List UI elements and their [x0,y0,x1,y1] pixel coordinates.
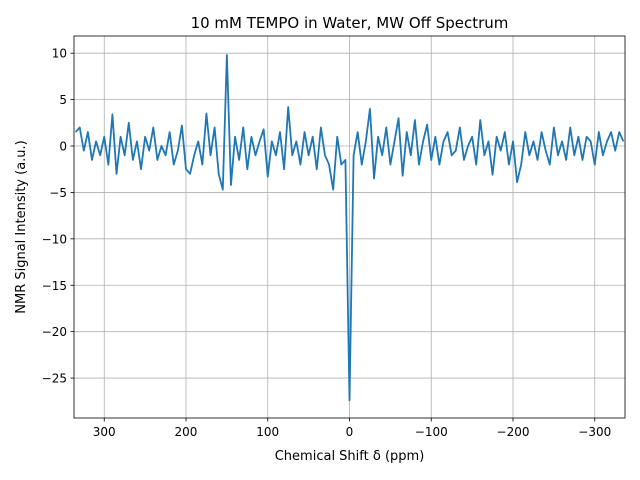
y-tick-label: −10 [42,232,67,246]
y-tick-label: 5 [59,93,67,107]
y-tick-label: 10 [52,47,67,61]
y-tick-label: −5 [49,186,67,200]
y-tick-label: −25 [42,372,67,386]
x-tick-label: 100 [256,425,279,439]
y-tick-label: 0 [59,140,67,154]
chart-title: 10 mM TEMPO in Water, MW Off Spectrum [191,14,509,32]
y-tick-label: −20 [42,325,67,339]
x-tick-label: −100 [415,425,448,439]
grid [74,36,625,418]
x-tick-label: 300 [93,425,116,439]
data-line [74,54,625,402]
x-axis-label: Chemical Shift δ (ppm) [275,449,425,464]
y-axis-label: NMR Signal Intensity (a.u.) [14,140,29,314]
x-tick-label: 0 [346,425,354,439]
y-tick-label: −15 [42,279,67,293]
x-tick-label: −300 [578,425,611,439]
ticks: 300 200 100 0 −100 −200 −300 10 5 0 −5 −10 −15 −20 −25 [42,47,612,439]
x-tick-label: −200 [497,425,530,439]
plot-area [74,54,625,402]
x-tick-label: 200 [175,425,198,439]
